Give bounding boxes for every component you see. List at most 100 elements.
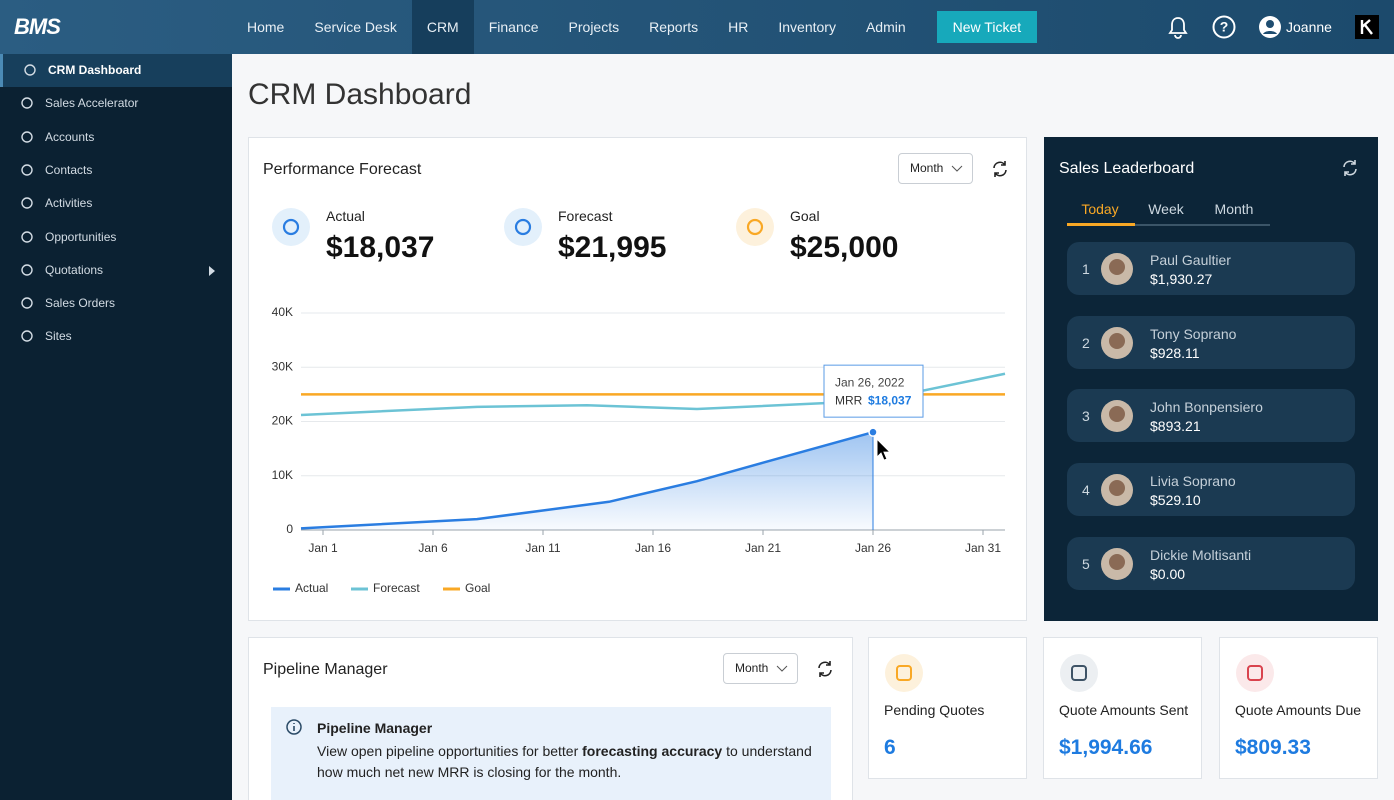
sidebar-label: Contacts [45,162,93,177]
stat-icon [885,654,923,692]
period-dropdown[interactable]: Month [723,653,798,684]
sidebar-icon [21,97,33,109]
stat-label: Quote Amounts Sent [1059,702,1189,718]
kpi-label: Actual [326,208,365,224]
avatar-face [1109,480,1125,497]
info-text-part: View open pipeline opportunities for bet… [317,743,583,759]
avatar [1101,253,1133,285]
kpi-icon [504,208,542,246]
user-name[interactable]: Joanne [1286,19,1332,35]
icon-bg [504,208,542,246]
sidebar-icon [21,264,33,276]
tooltip-date: Jan 26, 2022 [835,375,905,389]
submenu-caret [209,265,215,276]
cursor [876,437,892,461]
kpi-icon [272,208,310,246]
series-line [300,430,874,530]
x-tick-label: Jan 21 [745,541,781,555]
leaderboard-row[interactable]: 4 Livia Soprano $529.10 [1067,463,1355,517]
leaderboard-row[interactable]: 3 John Bonpensiero $893.21 [1067,389,1355,443]
sidebar-label: Activities [45,196,93,211]
chevron [776,665,788,672]
icon-bg [736,208,774,246]
info-icon [286,719,302,735]
nav-item[interactable]: HR [728,19,749,35]
leaderboard-row[interactable]: 5 Dickie Moltisanti $0.00 [1067,536,1355,590]
sidebar-item[interactable]: Accounts [0,121,232,154]
avatar-face [1109,406,1125,423]
leaderboard-tab[interactable]: Today [1081,201,1119,217]
kpi-label: Forecast [558,208,613,224]
legend-label: Forecast [373,581,420,595]
nav-item[interactable]: Inventory [778,19,836,35]
stat-icon [1060,654,1098,692]
icon-shape [746,218,764,236]
nav-item[interactable]: Admin [865,19,906,35]
icon-shape [21,297,33,309]
y-tick-label: 30K [272,359,293,373]
card-title: Performance Forecast [263,161,422,178]
x-tick-label: Jan 6 [418,541,448,555]
nav-item[interactable]: Projects [568,19,620,35]
icon-shape [21,264,33,276]
sidebar-item[interactable]: Opportunities [0,221,232,254]
x-tick-label: Jan 31 [965,541,1001,555]
bell-icon[interactable] [1164,13,1192,41]
icon-bg [885,654,923,692]
icon-bg [272,208,310,246]
sidebar-item[interactable]: Sales Orders [0,287,232,320]
sidebar-item[interactable]: CRM Dashboard [0,54,232,87]
user-icon[interactable] [1258,15,1282,39]
icon-shape [21,230,33,243]
sidebar-icon [24,64,36,76]
nav-item[interactable]: Reports [649,19,699,35]
icon-shape [21,330,33,343]
sidebar-item[interactable]: Activities [0,187,232,220]
x-tick-label: Jan 26 [855,541,891,555]
person-name: Tony Soprano [1150,325,1237,342]
sidebar: CRM Dashboard Sales Accelerator Accounts Co… [0,54,232,800]
sidebar-item[interactable]: Sales Accelerator [0,87,232,120]
sidebar-item[interactable]: Contacts [0,154,232,187]
sidebar-label: Accounts [45,129,95,144]
rank: 4 [1082,482,1090,499]
sidebar-item[interactable]: Quotations [0,254,232,287]
info-box: Pipeline Manager View open pipeline oppo… [271,707,831,800]
period-dropdown[interactable]: Month [898,153,973,184]
leaderboard-row[interactable]: 2 Tony Soprano $928.11 [1067,315,1355,369]
person-amount: $0.00 [1150,565,1186,582]
stat-card: Quote Amounts Sent $1,994.66 [1043,637,1202,779]
rank: 5 [1082,555,1090,572]
tooltip-value: $18,037 [868,393,912,407]
logo[interactable]: BMS [14,14,61,39]
person-amount: $928.11 [1150,344,1200,361]
rank: 3 [1082,408,1090,425]
refresh-icon[interactable] [815,659,835,679]
sidebar-item[interactable]: Sites [0,320,232,353]
icon-shape [21,164,33,176]
nav-item[interactable]: Service Desk [314,19,397,35]
icon-shape [24,64,36,76]
help-icon[interactable]: ? [1211,14,1237,40]
nav-item[interactable]: CRM [411,0,474,54]
refresh-icon[interactable] [1340,158,1360,178]
y-tick-label: 40K [272,305,293,319]
nav-item[interactable]: Home [247,19,285,35]
forecast-card: Performance Forecast Month Actual $18,037… [248,137,1027,621]
leaderboard-tab[interactable]: Month [1214,201,1254,217]
tab-active-underline [1067,223,1135,226]
nav-item[interactable]: Finance [488,19,539,35]
refresh-icon[interactable] [990,159,1010,179]
stat-value: $809.33 [1235,736,1311,759]
stat-card: Quote Amounts Due $809.33 [1219,637,1378,779]
period-label: Month [910,161,944,175]
caret [209,265,215,276]
new-ticket-button[interactable]: New Ticket [936,11,1038,43]
leaderboard-row[interactable]: 1 Paul Gaultier $1,930.27 [1067,242,1355,295]
person-amount: $529.10 [1150,492,1201,509]
leaderboard-tab[interactable]: Week [1148,201,1184,217]
pipeline-card: Pipeline Manager Month Pipeline Manager … [248,637,853,800]
leaderboard-card: Sales Leaderboard Today Week Month 1 Paul Ga… [1044,137,1378,621]
info-text-bold: forecasting accuracy [582,743,723,759]
sidebar-icon [21,230,33,243]
